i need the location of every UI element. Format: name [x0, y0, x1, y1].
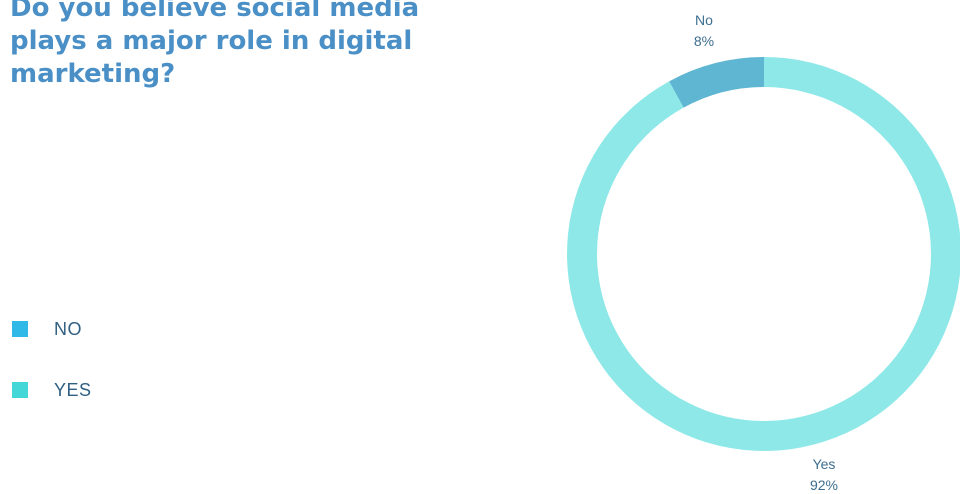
legend-swatch-no: [12, 321, 28, 337]
slice-no[interactable]: [669, 57, 764, 108]
legend-label-no: NO: [54, 319, 82, 339]
slice-value-no: 8%: [694, 33, 714, 49]
chart-title: Do you believe social media plays a majo…: [10, 0, 420, 89]
legend-label-yes: YES: [54, 380, 92, 400]
slice-value-yes: 92%: [810, 477, 838, 493]
legend-swatch-yes: [12, 382, 28, 398]
slice-yes[interactable]: [567, 57, 960, 451]
slice-label-no: No 8%: [694, 12, 714, 49]
slice-label-yes: Yes 92%: [810, 456, 838, 493]
slice-name-yes: Yes: [813, 456, 836, 472]
slice-name-no: No: [695, 12, 713, 28]
donut-slices: [567, 57, 960, 451]
